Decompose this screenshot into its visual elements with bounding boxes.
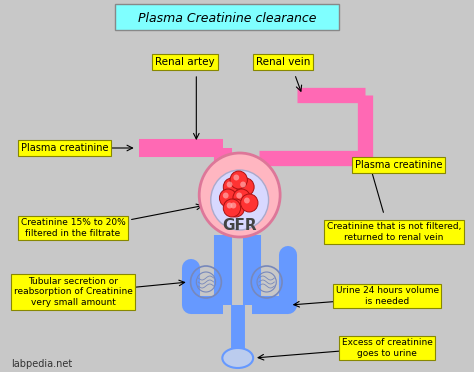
Text: Plasma creatinine: Plasma creatinine xyxy=(20,143,108,153)
Circle shape xyxy=(211,170,269,230)
Text: GFR: GFR xyxy=(222,218,257,232)
Circle shape xyxy=(227,199,245,217)
Text: Plasma creatinine: Plasma creatinine xyxy=(355,160,442,170)
Circle shape xyxy=(219,189,237,207)
Text: Renal artey: Renal artey xyxy=(155,57,215,67)
Circle shape xyxy=(240,182,246,187)
Text: Plasma Creatinine clearance: Plasma Creatinine clearance xyxy=(138,12,317,25)
Circle shape xyxy=(223,199,241,217)
Circle shape xyxy=(199,153,280,237)
FancyBboxPatch shape xyxy=(115,4,339,30)
Text: labpedia.net: labpedia.net xyxy=(11,359,73,369)
Circle shape xyxy=(230,171,247,189)
Ellipse shape xyxy=(222,348,253,368)
Text: Tubular secretion or
reabsorption of Creatinine
very small amount: Tubular secretion or reabsorption of Cre… xyxy=(14,277,132,307)
Circle shape xyxy=(227,182,232,187)
Circle shape xyxy=(237,178,254,196)
Circle shape xyxy=(233,174,239,180)
Circle shape xyxy=(233,189,250,207)
Circle shape xyxy=(227,202,232,208)
Circle shape xyxy=(223,192,228,199)
Text: Creatinine 15% to 20%
filtered in the filtrate: Creatinine 15% to 20% filtered in the fi… xyxy=(21,218,126,238)
Text: Excess of creatinine
goes to urine: Excess of creatinine goes to urine xyxy=(342,338,432,358)
Text: Urine 24 hours volume
is needed: Urine 24 hours volume is needed xyxy=(336,286,438,306)
Circle shape xyxy=(223,178,241,196)
Circle shape xyxy=(237,192,242,199)
Text: Renal vein: Renal vein xyxy=(256,57,310,67)
Text: Creatinine that is not filtered,
returned to renal vein: Creatinine that is not filtered, returne… xyxy=(327,222,461,242)
Circle shape xyxy=(241,194,258,212)
Circle shape xyxy=(244,198,250,203)
Circle shape xyxy=(230,202,237,208)
